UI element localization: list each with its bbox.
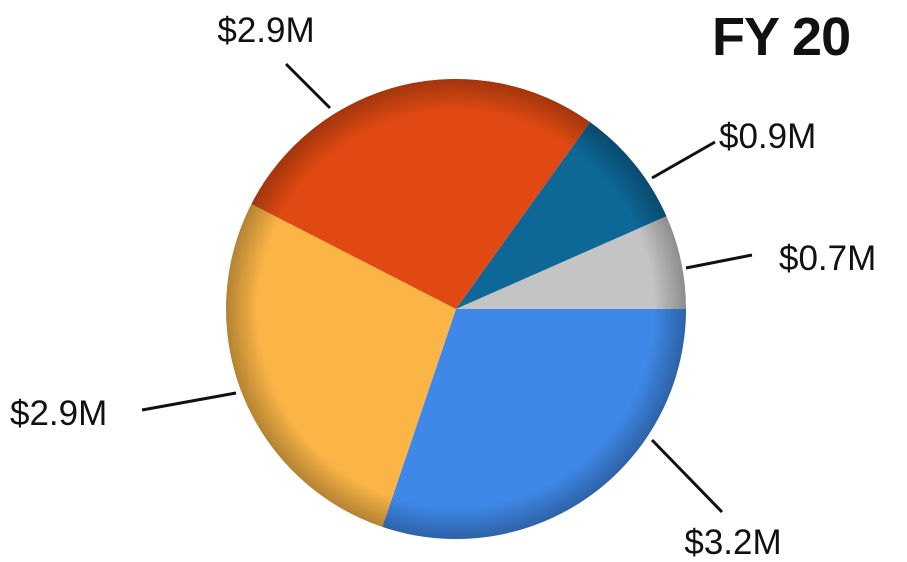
data-label: $3.2M bbox=[684, 523, 781, 562]
leader-line bbox=[651, 140, 716, 180]
pie-shading bbox=[226, 79, 686, 539]
data-label: $0.9M bbox=[719, 117, 816, 156]
leader-line bbox=[650, 438, 724, 514]
data-label: $2.9M bbox=[217, 11, 314, 50]
data-label: $2.9M bbox=[10, 394, 107, 433]
data-label: $0.7M bbox=[779, 239, 876, 278]
leader-line bbox=[284, 62, 332, 110]
leader-line bbox=[141, 391, 237, 412]
leader-line bbox=[685, 253, 753, 270]
data-labels: $3.2M $2.9M $2.9M $0.9M $0.7M bbox=[10, 11, 876, 562]
chart-title: FY 20 bbox=[712, 7, 851, 67]
leader-lines bbox=[141, 62, 753, 514]
